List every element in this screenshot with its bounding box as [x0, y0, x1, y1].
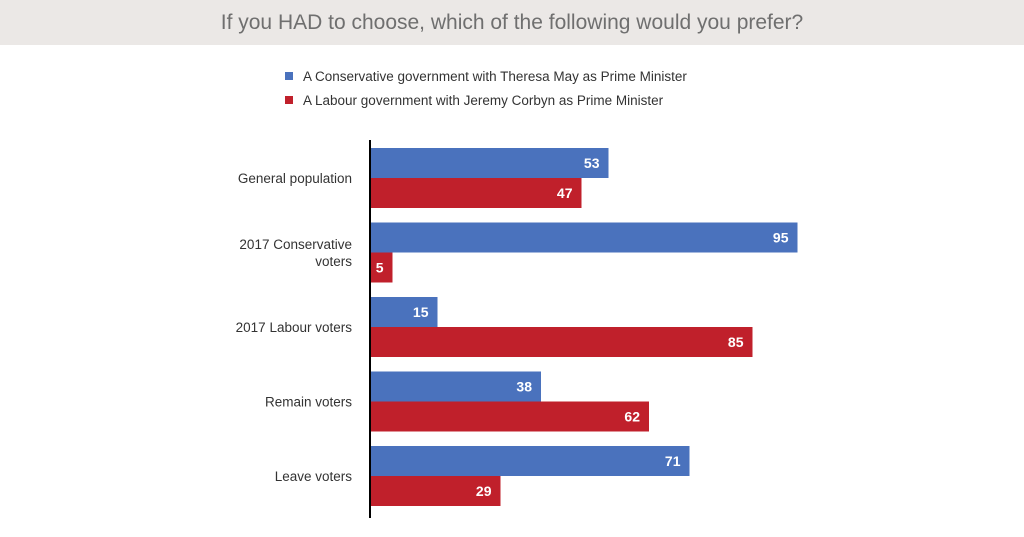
bar-value-label: 71 [665, 453, 681, 469]
bar-value-label: 47 [557, 185, 573, 201]
bar-value-label: 29 [476, 483, 492, 499]
bar-value-label: 5 [376, 260, 384, 276]
bar-value-label: 62 [624, 409, 640, 425]
category-label: 2017 Conservative voters [239, 237, 352, 269]
category-label: Leave voters [275, 469, 353, 484]
bar-value-label: 38 [516, 379, 532, 395]
bar [370, 252, 393, 283]
category-label: Remain voters [265, 395, 352, 410]
bar [370, 327, 753, 357]
bar-value-label: 15 [413, 304, 429, 320]
bar [370, 446, 690, 476]
legend-swatch-conservative [285, 72, 293, 80]
bar [370, 222, 798, 253]
legend-label-conservative: A Conservative government with Theresa M… [303, 68, 687, 84]
bar [370, 178, 582, 208]
legend-item-labour: A Labour government with Jeremy Corbyn a… [285, 88, 687, 112]
bar-value-label: 85 [728, 334, 744, 350]
bar-value-label: 95 [773, 230, 789, 246]
bar [370, 476, 501, 506]
bar [370, 371, 541, 402]
title-bar [0, 0, 1024, 45]
bar [370, 401, 649, 432]
category-label: 2017 Labour voters [236, 320, 353, 335]
bar-value-label: 53 [584, 155, 600, 171]
legend-label-labour: A Labour government with Jeremy Corbyn a… [303, 92, 664, 108]
category-label: General population [238, 171, 352, 186]
bar [370, 148, 609, 178]
legend-swatch-labour [285, 96, 293, 104]
bar [370, 297, 438, 327]
legend-item-conservative: A Conservative government with Theresa M… [285, 64, 687, 88]
legend: A Conservative government with Theresa M… [285, 64, 687, 112]
chart-title: If you HAD to choose, which of the follo… [220, 11, 804, 34]
